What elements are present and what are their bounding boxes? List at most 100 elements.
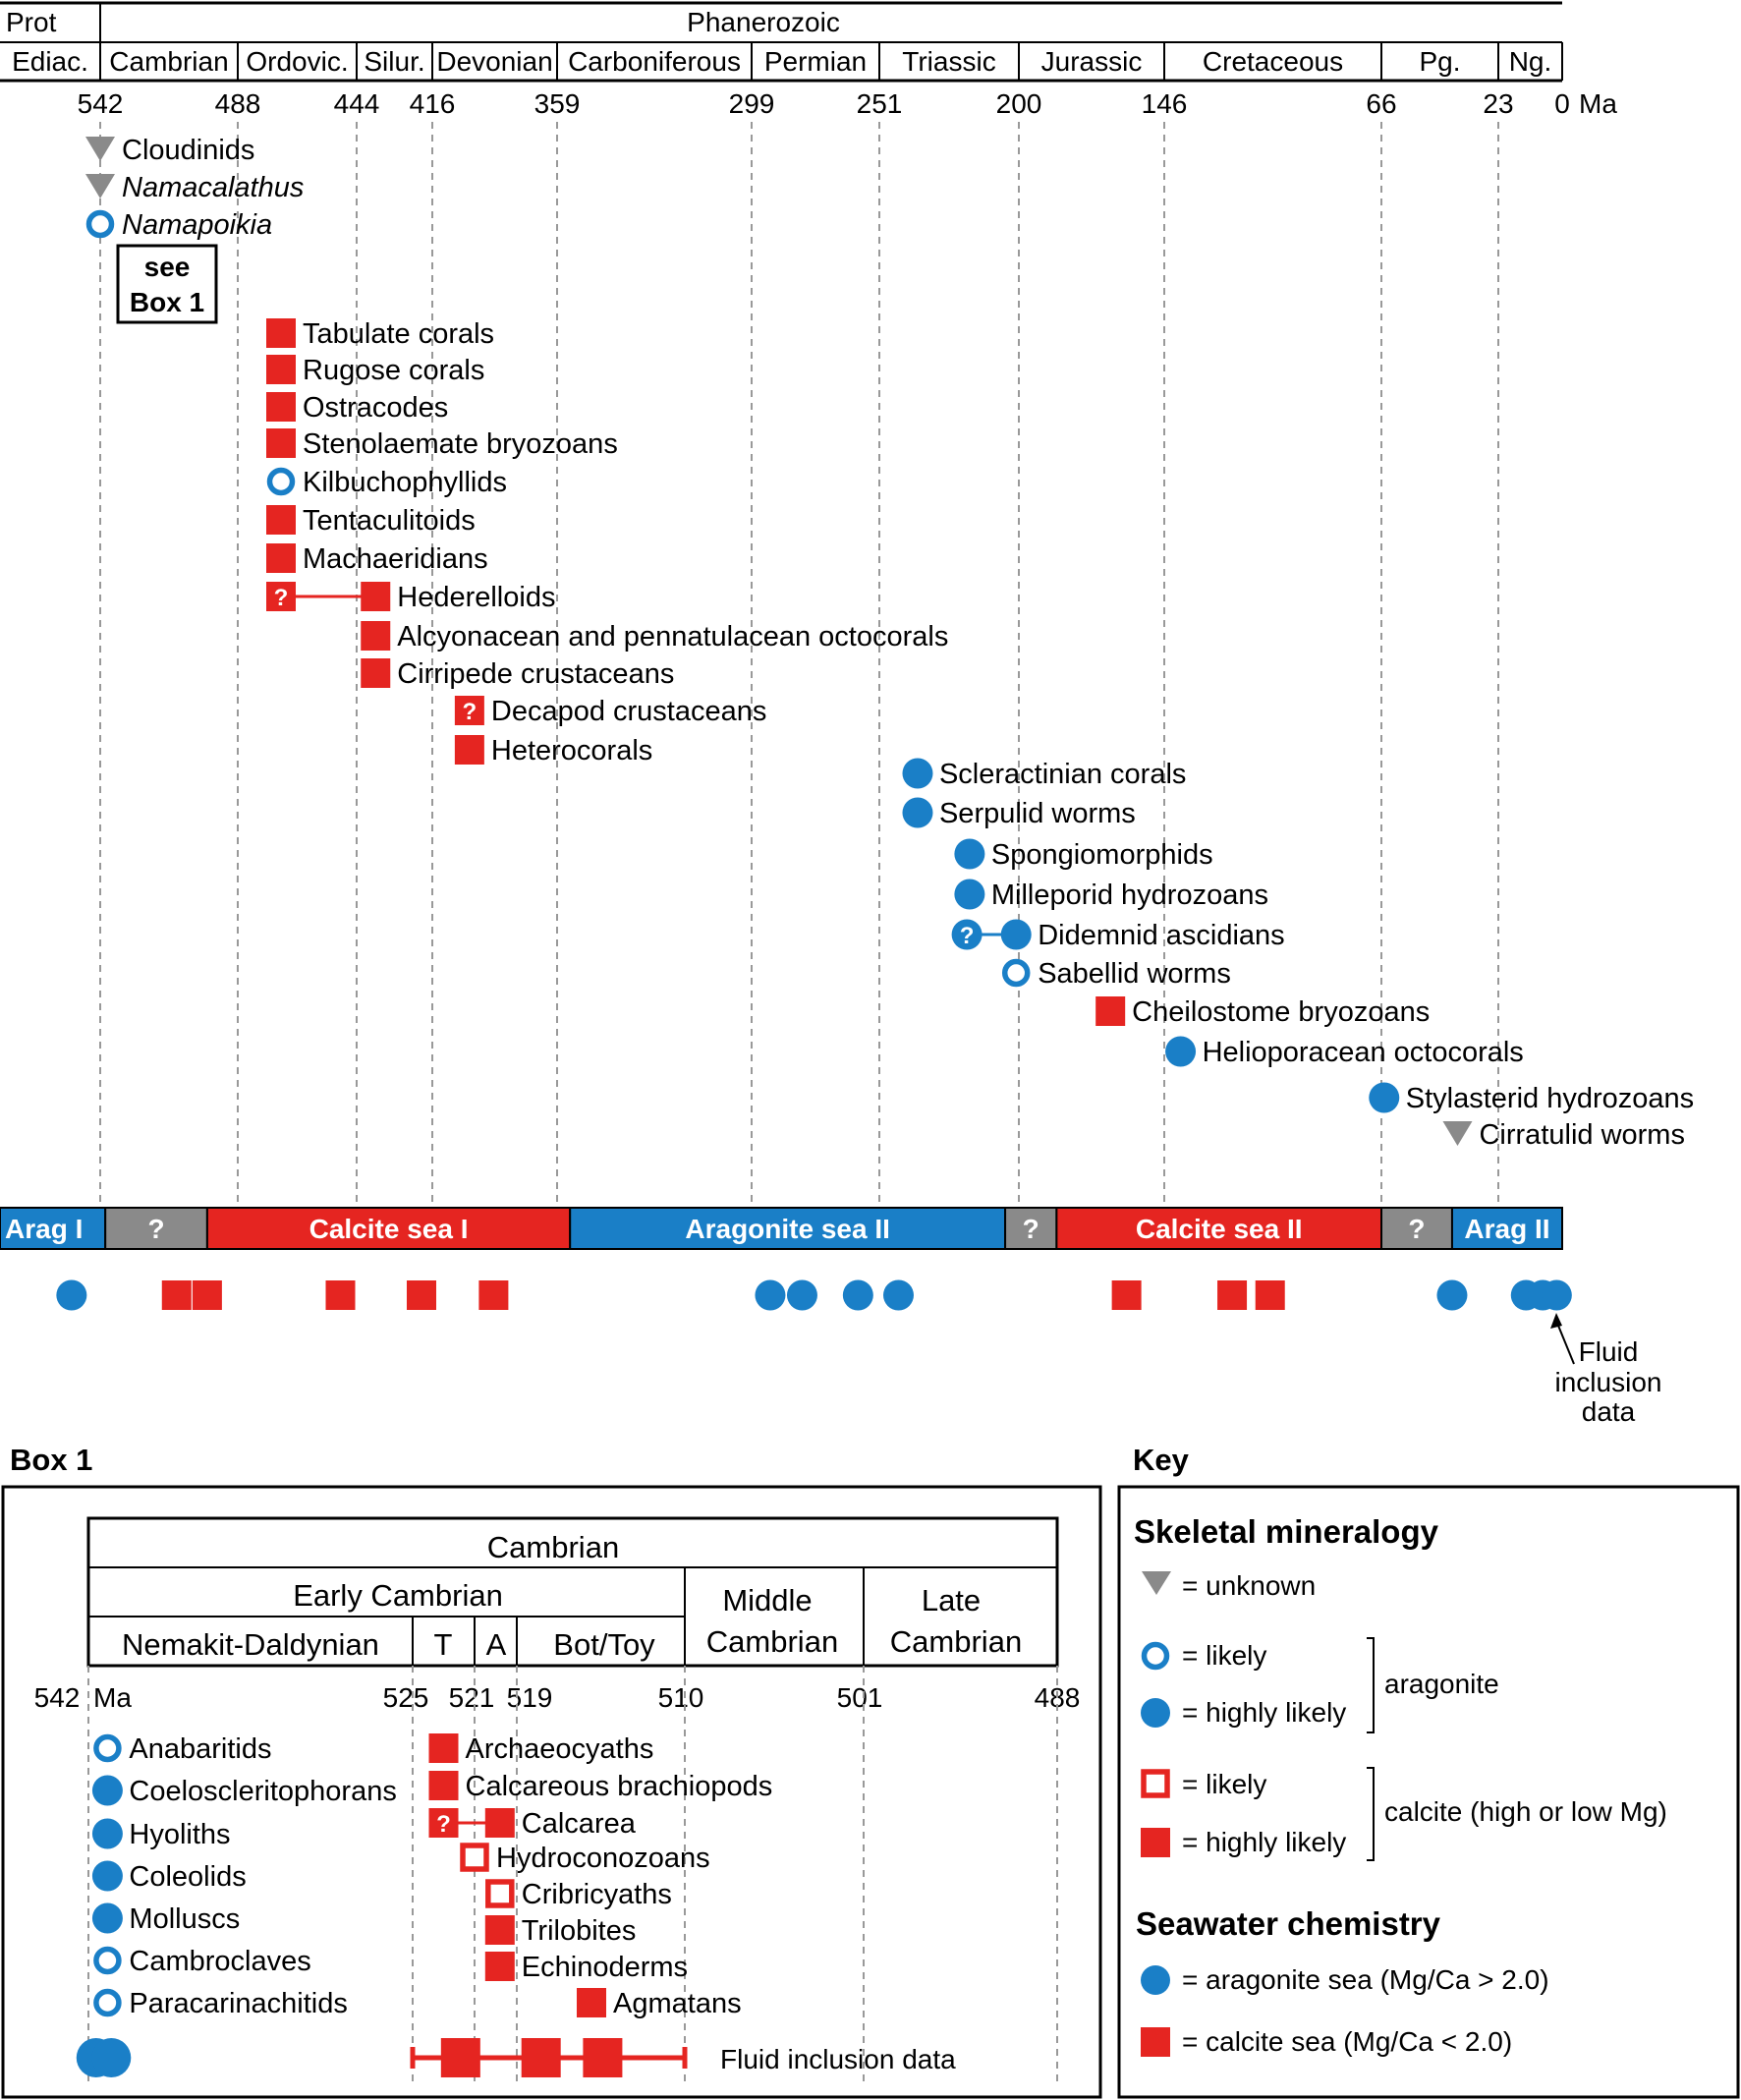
mineral-marker (902, 797, 933, 828)
box1-taxon-coeloscleritophorans: Coeloscleritophorans (91, 1775, 397, 1807)
age-row: 542 488 444 416 359 299 251 200 146 66 23 0 Ma (78, 88, 1618, 119)
key-arag-likely-icon (1141, 1641, 1170, 1671)
key-calc-sea-label: = calcite sea (Mg/Ca < 2.0) (1182, 2026, 1512, 2057)
appearance-serpulid-worms: Serpulid worms (902, 797, 1136, 829)
band-rect (1004, 1207, 1058, 1250)
box1-taxon-hyoliths: Hyoliths (91, 1818, 231, 1850)
fluid-point-11 (1217, 1280, 1248, 1310)
legend-key: Key Skeletal mineralogy = unknown = like… (1117, 1443, 1740, 2099)
period-ng: Ng. (1509, 46, 1552, 77)
uncertain-start-marker (266, 582, 296, 611)
first-appearance-list: Cloudinids Namacalathus Namapoikia Tabulate… (85, 135, 1694, 1151)
appearance-spongiomorphids: Spongiomorphids (954, 838, 1213, 871)
box1-age-519: 519 (507, 1682, 553, 1713)
taxon-label: Coeloscleritophorans (129, 1776, 396, 1807)
box1-fluid-label: Fluid inclusion data (720, 2044, 956, 2074)
mineral-marker (484, 1808, 515, 1838)
see-box1-callout: see Box 1 (116, 244, 218, 324)
seawater-band: Arag I? Calcite sea I Aragonite sea II? Cal… (0, 1207, 1563, 1250)
box1-taxon-trilobites: Trilobites (484, 1915, 636, 1947)
key-calc-sea-icon (1141, 2027, 1170, 2057)
box1-fluid-point-1 (91, 2038, 132, 2077)
mineral-marker (361, 658, 391, 688)
band-: ? (104, 1207, 208, 1250)
band-rect (1380, 1207, 1453, 1250)
see-box1-line1: see (144, 252, 191, 282)
box1-fluid-row (76, 2038, 688, 2077)
mineral-marker (85, 174, 115, 199)
box1-fluid-point-4 (583, 2038, 623, 2077)
fluid-point-9 (882, 1279, 914, 1311)
box1-age-501: 501 (837, 1682, 883, 1713)
band-arag-i: Arag I (0, 1207, 107, 1250)
box1-taxon-agmatans: Agmatans (577, 1988, 742, 2019)
taxon-label: Serpulid worms (939, 798, 1136, 829)
band-rect (1450, 1207, 1563, 1250)
key-calc-likely-label: = likely (1182, 1769, 1266, 1799)
taxon-label: Alcyonacean and pennatulacean octocorals (397, 621, 948, 653)
key-arag-bracket (1367, 1637, 1375, 1733)
appearance-helioporacean-octocorals: Helioporacean octocorals (1165, 1036, 1524, 1068)
box1-stage-a: A (486, 1627, 507, 1662)
mineral-marker (93, 1988, 122, 2017)
period-ordovic: Ordovic. (246, 46, 348, 77)
fluid-point-2 (192, 1280, 222, 1310)
mineral-marker (954, 879, 985, 910)
taxon-label: Sabellid worms (1038, 958, 1231, 990)
key-title: Key (1133, 1443, 1190, 1477)
appearance-machaeridians: Machaeridians (266, 543, 488, 575)
appearance-cirripede-crustaceans: Cirripede crustaceans (361, 658, 674, 690)
key-calc-likely-icon (1141, 1769, 1170, 1798)
fluid-point-6 (755, 1279, 786, 1311)
mineral-marker (1001, 958, 1031, 988)
question-mark: ? (960, 923, 975, 949)
key-calc-highly-icon (1141, 1828, 1170, 1857)
age-tick-299: 299 (729, 88, 775, 119)
taxon-label: Namacalathus (122, 172, 304, 203)
box1-taxon-anabaritids: Anabaritids (93, 1733, 272, 1765)
period-triassic: Triassic (902, 46, 995, 77)
appearance-namacalathus: Namacalathus (85, 172, 304, 203)
taxon-label: Helioporacean octocorals (1203, 1037, 1524, 1068)
appearance-cloudinids: Cloudinids (85, 135, 254, 166)
see-box1-line2: Box 1 (130, 287, 204, 317)
mineral-marker (460, 1843, 489, 1872)
box1-stage-nd: Nemakit-Daldynian (122, 1627, 379, 1662)
fluid-point-16 (1541, 1279, 1572, 1311)
band-calcite-sea-ii: Calcite sea II (1055, 1207, 1382, 1250)
mineral-marker (266, 318, 296, 348)
taxon-label: Heterocorals (491, 735, 652, 766)
mineral-marker (1442, 1121, 1473, 1146)
mineral-marker (1000, 919, 1032, 950)
mineral-marker (454, 696, 484, 725)
box1-taxon-molluscs: Molluscs (91, 1902, 240, 1935)
age-gridlines (99, 122, 1499, 1207)
taxon-label: Hydroconozoans (496, 1843, 710, 1874)
age-tick-542: 542 (78, 88, 124, 119)
fluid-label-3: data (1582, 1396, 1636, 1427)
mineral-marker (1165, 1036, 1197, 1067)
key-unknown-label: = unknown (1182, 1570, 1316, 1601)
box1: Box 1 Cambrian Early Cambrian Middle Cam… (1, 1443, 1102, 2099)
fluid-point-1 (161, 1280, 192, 1310)
taxon-label: Stylasterid hydrozoans (1406, 1083, 1694, 1114)
taxon-label: Decapod crustaceans (491, 696, 767, 727)
band-label: Calcite sea II (1136, 1214, 1303, 1244)
box1-early-cambrian: Early Cambrian (293, 1578, 503, 1613)
mineral-marker (1095, 996, 1126, 1026)
taxon-label: Namapoikia (122, 209, 272, 241)
key-skeletal-heading: Skeletal mineralogy (1134, 1513, 1439, 1550)
appearance-scleractinian-corals: Scleractinian corals (902, 758, 1186, 790)
taxon-label: Stenolaemate bryozoans (303, 428, 618, 460)
taxon-label: Cribricyaths (522, 1879, 672, 1910)
key-arag-likely-label: = likely (1182, 1640, 1266, 1671)
fluid-label-2: inclusion (1555, 1367, 1662, 1397)
mineral-marker (91, 1818, 123, 1849)
box1-taxon-cambroclaves: Cambroclaves (93, 1946, 311, 1977)
band-label: Arag II (1464, 1214, 1549, 1244)
box1-age-525: 525 (383, 1682, 429, 1713)
mineral-marker (361, 582, 391, 611)
fluid-point-3 (325, 1280, 356, 1310)
box1-middle-1: Middle (722, 1583, 812, 1618)
appearance-stenolaemate-bryozoans: Stenolaemate bryozoans (266, 428, 618, 460)
